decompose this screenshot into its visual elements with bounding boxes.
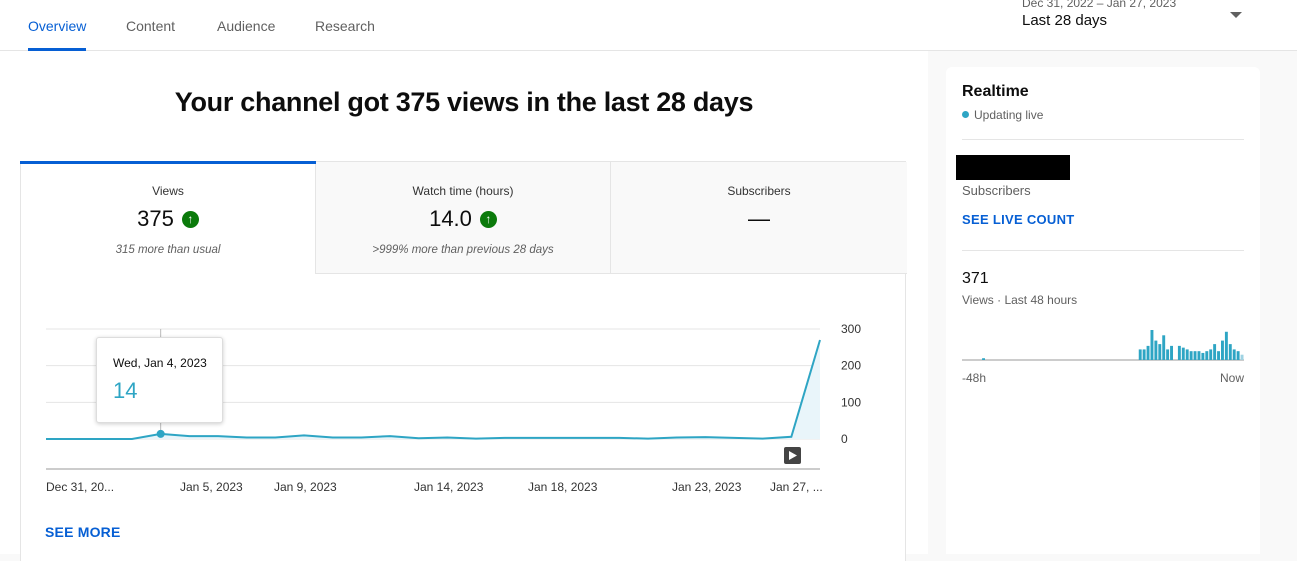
- mini-bar[interactable]: [1185, 349, 1189, 360]
- date-range-label: Last 28 days: [1022, 12, 1108, 29]
- date-range-selector[interactable]: Dec 31, 2022 – Jan 27, 2023 Last 28 days: [1022, 0, 1252, 29]
- mini-bar[interactable]: [1209, 349, 1213, 360]
- realtime-views-value: 371: [962, 270, 989, 287]
- live-status: Updating live: [962, 108, 1043, 122]
- mini-x-end: Now: [1219, 371, 1244, 385]
- metric-value: —: [748, 206, 770, 231]
- metric-note: 315 more than usual: [115, 244, 221, 256]
- y-tick-label: 0: [841, 432, 848, 446]
- mini-bar[interactable]: [1232, 349, 1236, 360]
- mini-bar[interactable]: [1236, 351, 1240, 360]
- arrow-up-icon: ↑: [181, 210, 199, 228]
- x-tick-label: Jan 23, 2023: [672, 480, 742, 494]
- see-more-link[interactable]: SEE MORE: [45, 524, 121, 540]
- realtime-bar-chart[interactable]: [962, 322, 1244, 382]
- top-navigation: Overview Content Audience Research Dec 3…: [0, 0, 1297, 51]
- metric-value: 14.0: [429, 206, 472, 231]
- mini-bar[interactable]: [1213, 344, 1217, 360]
- mini-bar[interactable]: [1177, 345, 1181, 360]
- mini-bar[interactable]: [1224, 331, 1228, 360]
- metric-tab-watch-time[interactable]: Watch time (hours) 14.0 ↑ >999% more than…: [316, 162, 611, 274]
- tooltip-date: Wed, Jan 4, 2023: [113, 356, 207, 370]
- metric-tab-subscribers[interactable]: Subscribers —: [611, 162, 907, 274]
- mini-bar[interactable]: [982, 358, 985, 360]
- live-dot-icon: [962, 111, 969, 118]
- metric-label: Subscribers: [727, 184, 791, 198]
- y-tick-label: 300: [841, 322, 861, 336]
- overview-panel: Your channel got 375 views in the last 2…: [0, 51, 928, 561]
- mini-bar[interactable]: [1162, 335, 1166, 360]
- realtime-title: Realtime: [962, 83, 1029, 100]
- mini-bar[interactable]: [1193, 351, 1197, 360]
- page-headline: Your channel got 375 views in the last 2…: [174, 87, 754, 117]
- mini-bar[interactable]: [1205, 351, 1209, 360]
- metric-label: Watch time (hours): [412, 184, 514, 198]
- mini-bar[interactable]: [1142, 349, 1146, 360]
- x-tick-label: Jan 27, ...: [770, 480, 823, 494]
- see-live-count-link[interactable]: SEE LIVE COUNT: [962, 212, 1075, 227]
- divider: [962, 139, 1244, 140]
- metric-tab-views[interactable]: Views 375 ↑ 315 more than usual: [20, 161, 316, 274]
- arrow-up-icon: ↑: [479, 210, 497, 228]
- divider: [962, 250, 1244, 251]
- mini-bar[interactable]: [1166, 349, 1170, 360]
- tab-content[interactable]: Content: [126, 18, 176, 34]
- metric-label: Views: [152, 184, 184, 198]
- mini-bar[interactable]: [1240, 354, 1244, 360]
- mini-bar[interactable]: [1217, 351, 1220, 360]
- mini-bar[interactable]: [1201, 352, 1205, 360]
- series-line: [46, 339, 821, 440]
- x-tick-label: Jan 9, 2023: [274, 480, 337, 494]
- live-status-text: Updating live: [974, 108, 1044, 122]
- tab-research[interactable]: Research: [315, 18, 375, 34]
- mini-bar[interactable]: [1170, 345, 1173, 360]
- subscribers-label: Subscribers: [962, 183, 1031, 198]
- y-tick-label: 200: [841, 359, 861, 373]
- mini-bar[interactable]: [1138, 349, 1142, 360]
- data-point[interactable]: [156, 429, 165, 438]
- metric-value: 375: [137, 206, 174, 231]
- x-tick-label: Dec 31, 20...: [46, 480, 114, 494]
- chevron-down-icon[interactable]: [1230, 12, 1242, 18]
- mini-bar[interactable]: [1150, 330, 1154, 360]
- metric-note: >999% more than previous 28 days: [372, 244, 554, 256]
- realtime-views-label: Views · Last 48 hours: [962, 293, 1078, 307]
- mini-bar[interactable]: [1181, 347, 1185, 360]
- mini-bar[interactable]: [1221, 340, 1224, 360]
- mini-bar[interactable]: [1189, 351, 1193, 360]
- x-tick-label: Jan 5, 2023: [180, 480, 243, 494]
- realtime-card: Realtime Updating live Subscribers SEE L…: [946, 67, 1260, 554]
- metrics-card: Views 375 ↑ 315 more than usual Watch tim…: [20, 161, 907, 561]
- play-icon[interactable]: [784, 447, 801, 464]
- date-range-dates: Dec 31, 2022 – Jan 27, 2023: [1022, 0, 1177, 10]
- mini-bar[interactable]: [1228, 344, 1232, 360]
- mini-x-start: -48h: [962, 371, 987, 385]
- tab-audience[interactable]: Audience: [217, 18, 276, 34]
- chart-tooltip: Wed, Jan 4, 2023 14: [96, 337, 223, 423]
- mini-bar[interactable]: [1154, 340, 1158, 360]
- tooltip-value: 14: [113, 378, 138, 403]
- tab-overview[interactable]: Overview: [28, 18, 87, 51]
- redacted-subscriber-count: [956, 155, 1070, 180]
- x-tick-label: Jan 14, 2023: [414, 480, 484, 494]
- mini-bar[interactable]: [1146, 345, 1150, 360]
- x-tick-label: Jan 18, 2023: [528, 480, 598, 494]
- mini-bar[interactable]: [1197, 351, 1201, 360]
- y-tick-label: 100: [841, 395, 861, 409]
- mini-bar[interactable]: [1158, 344, 1162, 360]
